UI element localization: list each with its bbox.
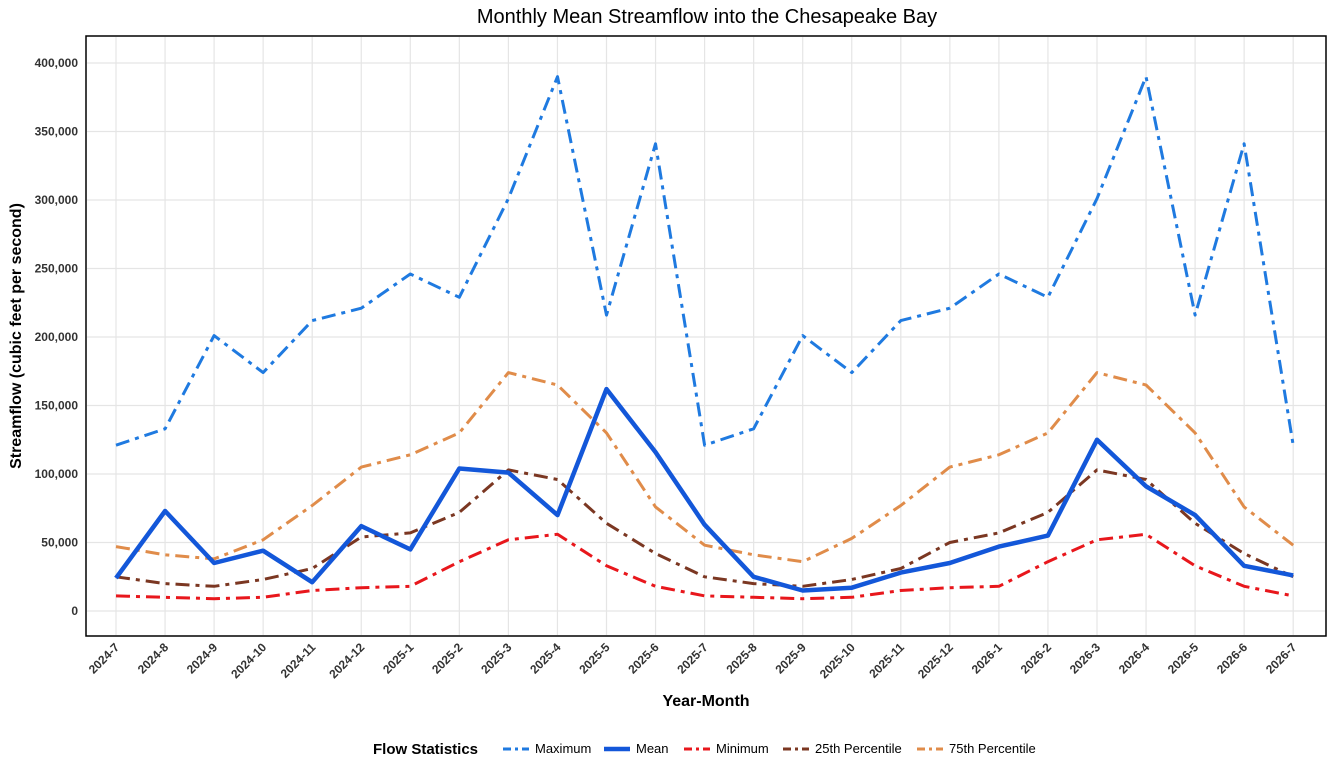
x-tick-label: 2026-7 — [1263, 640, 1300, 677]
x-tick-label: 2026-3 — [1067, 640, 1104, 677]
x-tick-label: 2025-6 — [625, 640, 662, 677]
x-tick-label: 2026-2 — [1018, 640, 1055, 677]
x-tick-label: 2026-6 — [1214, 640, 1251, 677]
legend-label-maximum: Maximum — [535, 741, 591, 756]
x-tick-label: 2025-3 — [478, 640, 515, 677]
x-tick-label: 2024-8 — [135, 640, 172, 677]
y-tick-label: 150,000 — [35, 399, 79, 413]
x-tick-label: 2025-4 — [527, 640, 564, 677]
y-tick-label: 400,000 — [35, 56, 79, 70]
y-tick-label: 250,000 — [35, 262, 79, 276]
y-tick-label: 300,000 — [35, 193, 79, 207]
y-tick-label: 50,000 — [41, 536, 78, 550]
x-axis-title: Year-Month — [662, 693, 749, 710]
x-tick-label: 2024-12 — [326, 640, 367, 681]
series-line-25th-percentile — [115, 468, 1294, 588]
series-line-maximum — [115, 75, 1295, 447]
y-axis-title: Streamflow (cubic feet per second) — [8, 203, 25, 469]
x-tick-label: 2025-10 — [817, 640, 858, 681]
series-line-75th-percentile — [115, 371, 1295, 564]
legend-label-minimum: Minimum — [716, 741, 769, 756]
legend-title: Flow Statistics — [373, 741, 478, 758]
x-tick-label: 2024-11 — [278, 640, 319, 681]
legend-label-75th-percentile: 75th Percentile — [949, 741, 1036, 756]
x-tick-label: 2025-8 — [723, 640, 760, 677]
series-layer — [114, 75, 1295, 601]
x-tick-label: 2026-1 — [969, 640, 1006, 677]
x-tick-label: 2025-2 — [429, 640, 466, 677]
x-tick-label: 2025-11 — [866, 640, 907, 681]
x-tick-label: 2025-5 — [576, 640, 613, 677]
legend: Flow Statistics Maximum Mean Minimum 25th P… — [373, 741, 1036, 758]
y-axis-ticks: 0 50,000 100,000 150,000 200,000 250,000 300,0… — [35, 56, 79, 618]
x-tick-label: 2024-7 — [86, 640, 123, 677]
x-tick-label: 2026-4 — [1116, 640, 1153, 677]
x-tick-label: 2024-9 — [184, 640, 221, 677]
series-line-mean — [114, 386, 1294, 593]
y-tick-label: 350,000 — [35, 125, 79, 139]
legend-label-mean: Mean — [636, 741, 669, 756]
plot-border — [85, 35, 1327, 637]
y-tick-label: 200,000 — [35, 330, 79, 344]
x-tick-label: 2026-5 — [1165, 640, 1202, 677]
x-tick-label: 2024-10 — [228, 640, 269, 681]
y-tick-label: 100,000 — [35, 467, 79, 481]
chart-title: Monthly Mean Streamflow into the Chesape… — [477, 6, 937, 28]
x-tick-label: 2025-9 — [772, 640, 809, 677]
x-tick-label: 2025-12 — [915, 640, 956, 681]
x-tick-label: 2025-7 — [674, 640, 711, 677]
legend-label-25th-percentile: 25th Percentile — [815, 741, 902, 756]
x-axis-ticks: 2024-7 2024-8 2024-9 2024-10 2024-11 2024-12 2… — [86, 640, 1300, 681]
x-tick-label: 2025-1 — [380, 640, 417, 677]
y-tick-label: 0 — [71, 604, 78, 618]
